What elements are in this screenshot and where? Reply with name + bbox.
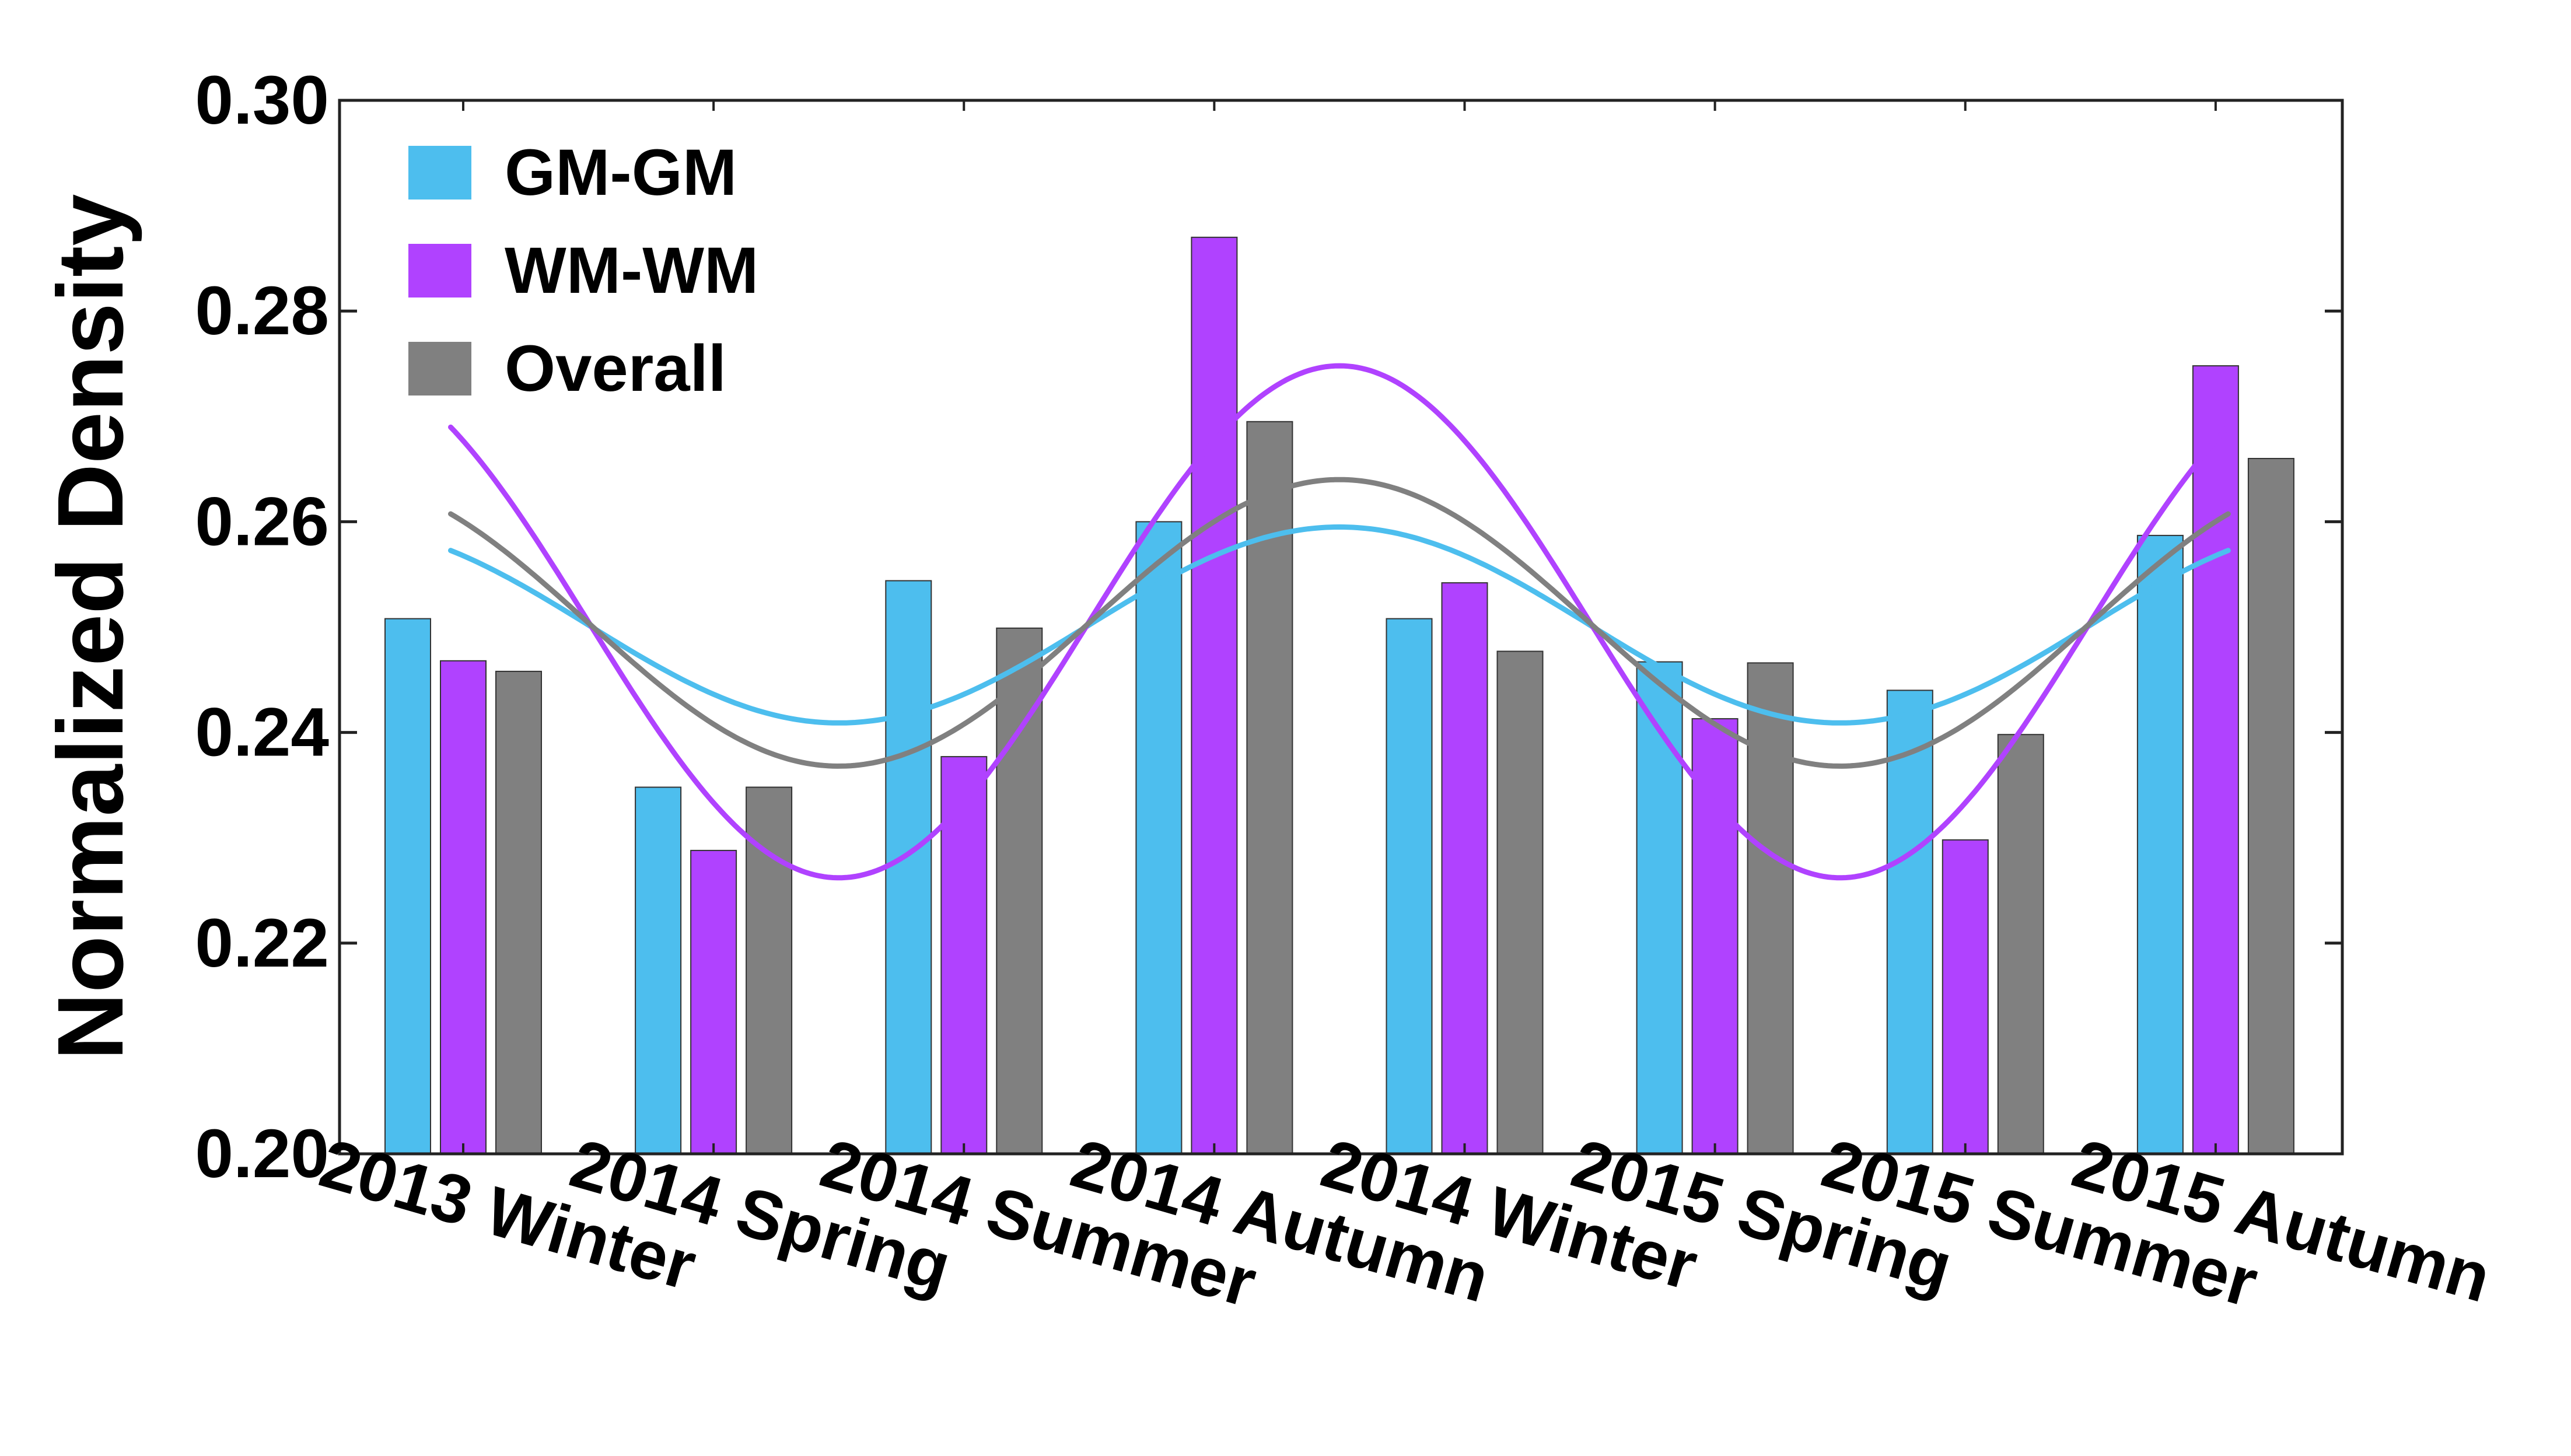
y-tick-label: 0.30 <box>195 62 329 139</box>
y-axis-label: Normalized Density <box>38 194 142 1060</box>
bar-overall-2 <box>996 627 1043 1155</box>
bar-wm-wm-7 <box>2192 365 2239 1154</box>
y-tick-label: 0.26 <box>195 483 329 560</box>
bar-overall-5 <box>1747 662 1794 1154</box>
y-tick-label: 0.24 <box>195 694 329 771</box>
bar-gm-gm-5 <box>1636 661 1683 1154</box>
bar-gm-gm-4 <box>1386 618 1433 1154</box>
bar-wm-wm-6 <box>1942 839 1989 1155</box>
legend-swatch-gm-gm <box>408 146 471 200</box>
series-gm-gm <box>384 521 2184 1154</box>
bar-gm-gm-2 <box>885 580 932 1154</box>
bar-wm-wm-3 <box>1191 236 1238 1154</box>
bar-overall-3 <box>1246 421 1293 1154</box>
plot-frame <box>338 99 2344 1156</box>
bar-gm-gm-0 <box>384 618 431 1154</box>
trend-line-gm-gm-fit <box>448 524 2231 726</box>
y-tick-label: 0.28 <box>195 272 329 349</box>
series-overall <box>495 421 2294 1155</box>
bar-gm-gm-1 <box>635 786 682 1154</box>
bar-overall-6 <box>1997 734 2044 1154</box>
bar-gm-gm-7 <box>2136 534 2184 1154</box>
legend-swatch-overall <box>408 342 471 396</box>
bar-wm-wm-4 <box>1441 582 1488 1154</box>
legend-swatch-wm-wm <box>408 244 471 298</box>
bar-wm-wm-1 <box>690 849 737 1154</box>
bar-overall-7 <box>2247 458 2294 1154</box>
bar-overall-4 <box>1496 650 1544 1154</box>
bar-wm-wm-0 <box>440 660 487 1155</box>
legend-label: WM-WM <box>505 234 758 307</box>
bar-gm-gm-3 <box>1135 521 1183 1154</box>
trend-line-overall-fit <box>448 477 2231 769</box>
legend-label: Overall <box>505 332 726 405</box>
bar-wm-wm-5 <box>1691 718 1739 1154</box>
trend-line-wm-wm-fit <box>448 363 2231 881</box>
bar-overall-0 <box>495 670 542 1154</box>
y-tick-label: 0.20 <box>195 1115 329 1192</box>
legend: GM-GM WM-WM Overall <box>408 136 758 405</box>
y-tick-label: 0.22 <box>195 905 329 982</box>
legend-label: GM-GM <box>505 136 737 209</box>
bar-overall-1 <box>746 786 793 1154</box>
